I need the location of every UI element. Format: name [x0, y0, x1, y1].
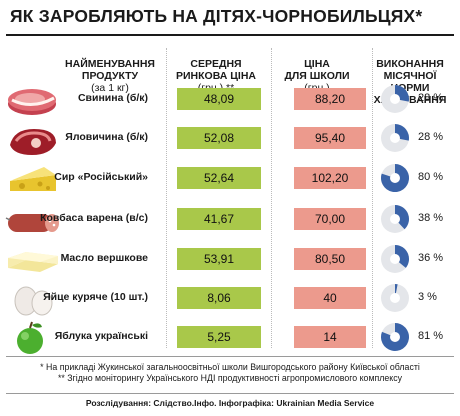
market-price: 52,08 — [177, 127, 261, 149]
table-row: Яловичина (б/к) 52,08 95,40 28 % — [0, 121, 460, 159]
column-divider — [372, 48, 374, 348]
product-name: Яйце куряче (10 шт.) — [43, 291, 148, 303]
school-price: 88,20 — [294, 88, 366, 110]
eggs-icon — [4, 281, 62, 317]
product-name: Сир «Російський» — [54, 171, 148, 183]
table-row: Свинина (б/к) 48,09 88,20 28 % — [0, 82, 460, 120]
norm-pie-chart — [380, 204, 410, 234]
market-price: 8,06 — [177, 287, 261, 309]
school-price: 80,50 — [294, 248, 366, 270]
market-price: 5,25 — [177, 326, 261, 348]
header-school-price: ЦІНА ДЛЯ ШКОЛИ (грн.) — [282, 46, 352, 106]
table-row: Сир «Російський» 52,64 102,20 80 % — [0, 161, 460, 199]
butter-icon — [4, 242, 62, 278]
product-name: Яблука українські — [54, 330, 148, 342]
norm-pie-chart — [380, 322, 410, 352]
column-divider — [166, 48, 168, 348]
norm-percent: 3 % — [418, 291, 437, 303]
school-price: 14 — [294, 326, 366, 348]
product-name: Масло вершкове — [60, 252, 148, 264]
credit-divider — [6, 393, 454, 394]
header-product: НАЙМЕНУВАННЯ ПРОДУКТУ (за 1 кг) — [62, 46, 158, 106]
header-product-label: НАЙМЕНУВАННЯ ПРОДУКТУ — [65, 58, 155, 82]
school-price: 102,20 — [294, 167, 366, 189]
page-title: ЯК ЗАРОБЛЯЮТЬ НА ДІТЯХ-ЧОРНОБИЛЬЦЯХ* — [10, 6, 423, 26]
norm-pie-chart — [380, 283, 410, 313]
norm-pie-chart — [380, 163, 410, 193]
product-name: Яловичина (б/к) — [65, 131, 148, 143]
norm-pie-chart — [380, 123, 410, 153]
market-price: 41,67 — [177, 208, 261, 230]
header-product-unit: (за 1 кг) — [91, 82, 129, 94]
table-row: Яблука українські 5,25 14 81 % — [0, 320, 460, 358]
product-name: Ковбаса варена (в/с) — [40, 212, 148, 224]
school-price: 95,40 — [294, 127, 366, 149]
header-school-label: ЦІНА ДЛЯ ШКОЛИ — [284, 58, 350, 82]
apple-icon — [4, 320, 62, 356]
title-divider — [6, 34, 454, 36]
market-price: 52,64 — [177, 167, 261, 189]
pork-meat-icon — [4, 82, 62, 118]
table-row: Ковбаса варена (в/с) 41,67 70,00 38 % — [0, 202, 460, 240]
norm-percent: 28 % — [418, 92, 444, 104]
footnote-2: ** Згідно моніторингу Українського НДІ п… — [57, 373, 403, 383]
norm-percent: 38 % — [418, 212, 444, 224]
table-row: Масло вершкове 53,91 80,50 36 % — [0, 242, 460, 280]
notes-divider — [6, 356, 454, 357]
credits: Розслідування: Слідство.Інфо. Інфографік… — [85, 398, 375, 408]
product-name: Свинина (б/к) — [77, 92, 148, 104]
cheese-icon — [4, 161, 62, 197]
school-price: 70,00 — [294, 208, 366, 230]
norm-pie-chart — [380, 84, 410, 114]
table-row: Яйце куряче (10 шт.) 8,06 40 3 % — [0, 281, 460, 319]
market-price: 53,91 — [177, 248, 261, 270]
norm-percent: 80 % — [418, 171, 444, 183]
school-price: 40 — [294, 287, 366, 309]
sausage-icon — [4, 202, 62, 238]
norm-percent: 28 % — [418, 131, 444, 143]
beef-meat-icon — [4, 121, 62, 157]
norm-percent: 36 % — [418, 252, 444, 264]
footnotes: * На прикладі Жукинської загальноосвітнь… — [10, 362, 450, 384]
norm-pie-chart — [380, 244, 410, 274]
norm-percent: 81 % — [418, 330, 444, 342]
market-price: 48,09 — [177, 88, 261, 110]
footnote-1: * На прикладі Жукинської загальноосвітнь… — [40, 362, 420, 372]
column-divider — [271, 48, 273, 348]
header-market-label: СЕРЕДНЯ РИНКОВА ЦІНА — [175, 58, 257, 82]
